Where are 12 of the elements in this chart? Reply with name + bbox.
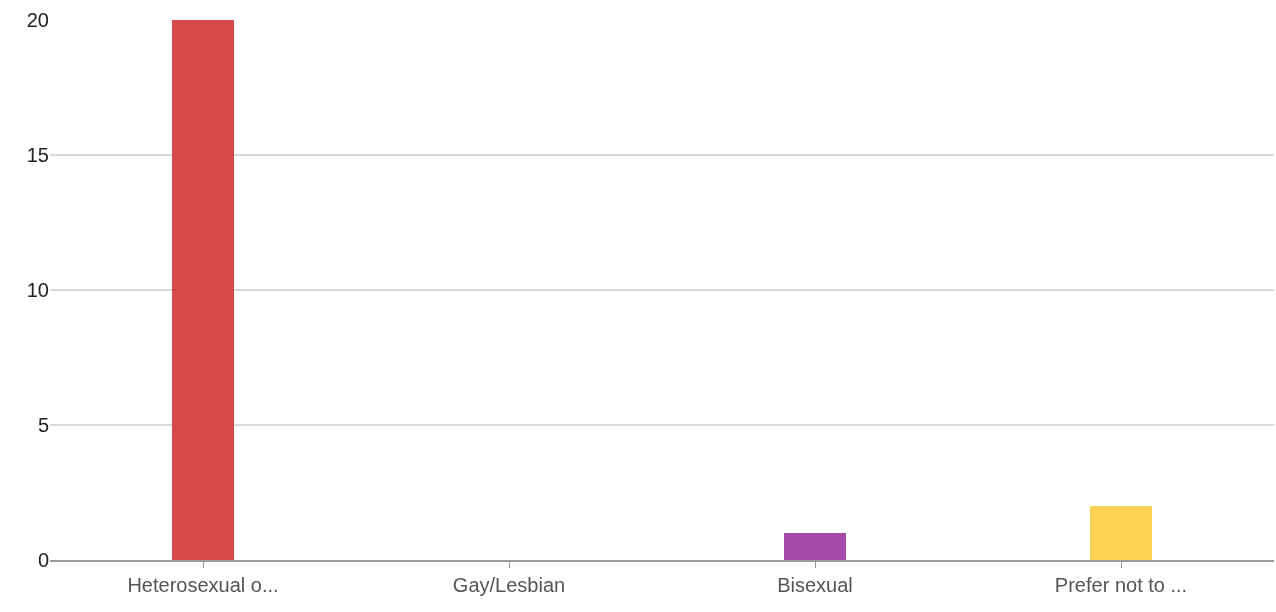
y-tick-label: 15 — [26, 144, 49, 166]
y-tick-label: 5 — [37, 414, 49, 436]
x-tick-label: Prefer not to ... — [1054, 574, 1188, 596]
x-tick-label: Bisexual — [777, 574, 853, 596]
y-tick-label: 10 — [26, 279, 49, 301]
x-tick-label: Heterosexual o... — [127, 574, 279, 596]
bar — [1090, 506, 1152, 560]
bar — [784, 533, 846, 560]
x-tick-label: Gay/Lesbian — [452, 574, 566, 596]
bar — [172, 20, 234, 560]
y-tick-label: 20 — [26, 9, 49, 31]
y-tick-label: 0 — [37, 549, 49, 571]
